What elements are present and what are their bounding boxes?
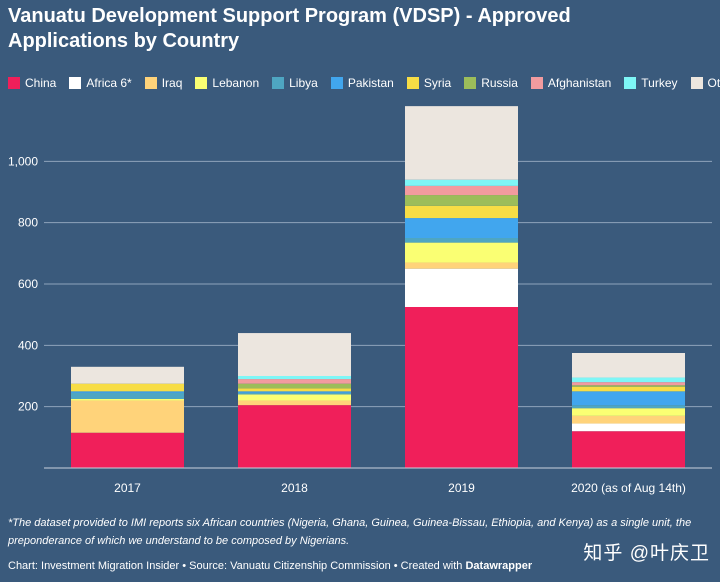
legend-item-lebanon: Lebanon [195,76,259,90]
x-tick-label: 2019 [448,481,475,495]
bar-segment-libya-2017[interactable] [71,392,184,399]
bar-segment-afghanistan-2020-as-of-aug-14th[interactable] [572,382,685,386]
legend-swatch [690,77,703,89]
bar-segment-russia-2020-as-of-aug-14th[interactable] [572,385,685,387]
legend-item-pakistan: Pakistan [330,76,394,90]
bar-segment-china-2017[interactable] [71,432,184,468]
bar-segment-other-2019[interactable] [405,106,518,180]
bar-segment-iraq-2019[interactable] [405,262,518,269]
legend-label: Turkey [641,76,678,90]
chart-legend: China Africa 6* Iraq Lebanon Libya Pakistan Sy… [8,76,720,90]
bar-segment-pakistan-2020-as-of-aug-14th[interactable] [572,391,685,406]
legend-item-russia: Russia [464,76,518,90]
legend-swatch [195,77,208,89]
bar-segment-pakistan-2017[interactable] [71,391,184,393]
legend-item-china: China [8,76,56,90]
legend-swatch [69,77,82,89]
x-tick-label: 2017 [114,481,141,495]
bar-segment-afghanistan-2018[interactable] [238,379,351,384]
legend-swatch [272,77,285,89]
y-tick-label: 400 [18,338,38,352]
bar-segment-turkey-2018[interactable] [238,376,351,380]
legend-swatch [530,77,543,89]
legend-swatch [406,77,419,89]
y-tick-label: 1,000 [8,154,38,168]
bar-segment-other-2020-as-of-aug-14th[interactable] [572,353,685,378]
legend-item-syria: Syria [406,76,452,90]
credits-text: Chart: Investment Migration Insider • So… [8,560,463,572]
bar-segment-libya-2020-as-of-aug-14th[interactable] [572,405,685,409]
x-tick-label: 2020 (as of Aug 14th) [571,481,686,495]
legend-swatch [330,77,343,89]
legend-label: Russia [481,76,518,90]
bar-segment-lebanon-2019[interactable] [405,242,518,263]
legend-swatch [464,77,477,89]
bar-segment-china-2018[interactable] [238,405,351,468]
legend-label: Pakistan [347,76,394,90]
bar-segment-lebanon-2017[interactable] [71,399,184,401]
legend-label: Other [707,76,720,90]
bar-segment-lebanon-2020-as-of-aug-14th[interactable] [572,408,685,416]
legend-item-africa-6: Africa 6* [69,76,132,90]
legend-label: Afghanistan [547,76,612,90]
y-tick-label: 800 [18,216,38,230]
bar-segment-other-2018[interactable] [238,333,351,376]
bar-segment-syria-2018[interactable] [238,388,351,392]
bar-segment-turkey-2019[interactable] [405,179,518,186]
bar-segment-syria-2019[interactable] [405,205,518,219]
bar-segment-russia-2018[interactable] [238,383,351,389]
bar-segment-pakistan-2018[interactable] [238,391,351,393]
bar-segment-iraq-2018[interactable] [238,400,351,406]
legend-label: Iraq [161,76,183,90]
y-tick-label: 600 [18,277,38,291]
credits-tool[interactable]: Datawrapper [465,560,533,572]
bar-segment-afghanistan-2019[interactable] [405,185,518,196]
chart-title: Vanuatu Development Support Program (VDS… [8,5,571,52]
bar-segment-other-2017[interactable] [71,366,184,384]
legend-swatch [144,77,157,89]
bar-segment-iraq-2020-as-of-aug-14th[interactable] [572,415,685,424]
legend-label: Lebanon [212,76,260,90]
stacked-bar-chart: 200 400 600 800 1,000 2017 2018 2019 2020 (as of… [8,106,712,495]
legend-swatch [624,77,637,89]
bar-segment-pakistan-2019[interactable] [405,218,518,238]
bar-segment-africa-6-2020-as-of-aug-14th[interactable] [572,423,685,432]
bar-segment-china-2020-as-of-aug-14th[interactable] [572,431,685,468]
legend-label: Syria [423,76,452,90]
legend-label: Libya [289,76,318,90]
y-tick-label: 200 [18,400,38,414]
chart-credits: Chart: Investment Migration Insider • So… [8,560,588,572]
bar-segment-iraq-2017[interactable] [71,400,184,433]
legend-swatch [8,77,20,89]
bar-segment-turkey-2020-as-of-aug-14th[interactable] [572,377,685,383]
legend-item-iraq: Iraq [144,76,183,90]
bar-segment-syria-2017[interactable] [71,383,184,392]
watermark: 知乎 @叶庆卫 [583,543,710,564]
legend-label: China [25,76,57,90]
bar-segment-libya-2019[interactable] [405,238,518,243]
bar-segment-syria-2020-as-of-aug-14th[interactable] [572,386,685,392]
bar-segment-lebanon-2018[interactable] [238,394,351,401]
footnote: *The dataset provided to IMI reports six… [8,517,692,547]
bar-segment-africa-6-2019[interactable] [405,268,518,307]
legend-item-libya: Libya [272,76,318,90]
legend-item-afghanistan: Afghanistan [530,76,612,90]
legend-item-other: Other [690,76,720,90]
x-tick-label: 2018 [281,481,308,495]
bar-segment-russia-2019[interactable] [405,195,518,206]
legend-item-turkey: Turkey [624,76,678,90]
bar-segment-libya-2018[interactable] [238,392,351,395]
legend-label: Africa 6* [86,76,132,90]
bar-segment-china-2019[interactable] [405,307,518,468]
